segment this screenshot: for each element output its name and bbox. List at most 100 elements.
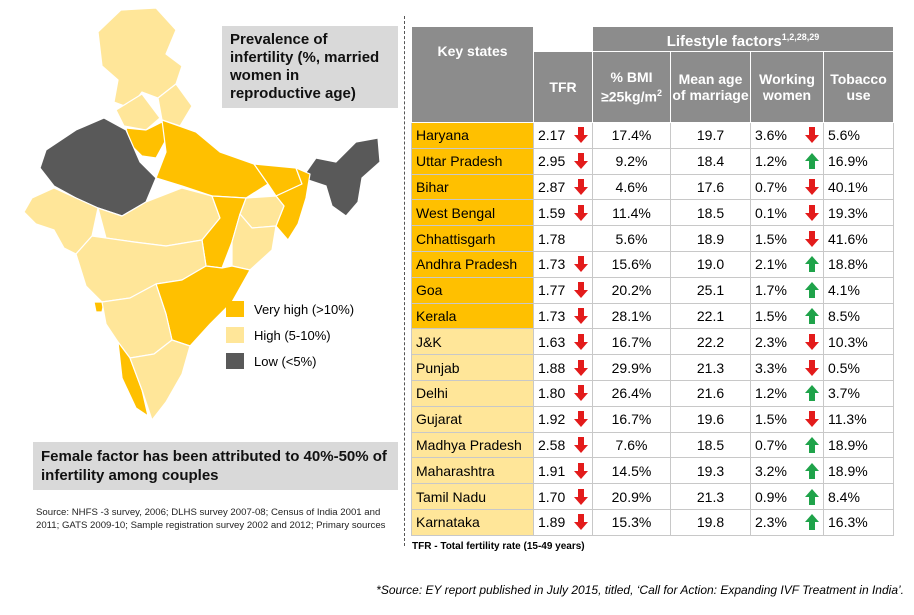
cell-state: Haryana <box>411 122 534 149</box>
cell-state: Kerala <box>411 302 534 330</box>
table-row: West Bengal 1.59 11.4% 18.5 0.1% 19.3% <box>411 199 894 227</box>
cell-tobacco: 40.1% <box>823 173 894 201</box>
tfr-value: 1.89 <box>538 514 566 531</box>
cell-mean-age: 19.3 <box>670 457 751 485</box>
working-value: 1.5% <box>755 307 787 324</box>
cell-working-women: 1.7% <box>750 276 824 304</box>
legend-item-very-high: Very high (>10%) <box>226 296 354 322</box>
arrow-down-icon <box>574 282 588 299</box>
arrow-down-icon <box>805 204 819 221</box>
cell-state: Delhi <box>411 379 534 407</box>
cell-state: Karnataka <box>411 508 534 536</box>
cell-mean-age: 18.5 <box>670 431 751 459</box>
cell-bmi: 9.2% <box>592 147 671 175</box>
table-row: Andhra Pradesh 1.73 15.6% 19.0 2.1% 18.8% <box>411 250 894 278</box>
working-value: 3.2% <box>755 462 787 479</box>
cell-tfr: 1.92 <box>533 405 593 433</box>
cell-mean-age: 17.6 <box>670 173 751 201</box>
arrow-up-icon <box>805 436 819 453</box>
tfr-value: 1.70 <box>538 488 566 505</box>
cell-working-women: 0.7% <box>750 173 824 201</box>
cell-tobacco: 10.3% <box>823 328 894 356</box>
header-key-states: Key states <box>411 26 534 123</box>
cell-state: J&K <box>411 328 534 356</box>
cell-tfr: 2.87 <box>533 173 593 201</box>
legend-label: High (5-10%) <box>254 327 331 343</box>
cell-bmi: 17.4% <box>592 122 671 149</box>
arrow-up-icon <box>805 307 819 324</box>
cell-state: Maharashtra <box>411 457 534 485</box>
cell-tfr: 2.17 <box>533 122 593 149</box>
working-value: 0.1% <box>755 204 787 221</box>
tfr-value: 1.80 <box>538 385 566 402</box>
cell-tfr: 1.73 <box>533 302 593 330</box>
cell-state: Tamil Nadu <box>411 483 534 510</box>
working-value: 1.5% <box>755 411 787 428</box>
map-region-northeast <box>301 137 381 217</box>
lifestyle-table: Key states Lifestyle factors1,2,28,29 TF… <box>411 26 894 536</box>
table-row: Haryana 2.17 17.4% 19.7 3.6% 5.6% <box>411 122 894 149</box>
header-group-refs: 1,2,28,29 <box>781 31 820 42</box>
arrow-down-icon <box>574 307 588 324</box>
cell-mean-age: 18.5 <box>670 199 751 227</box>
working-value: 0.9% <box>755 488 787 505</box>
source-text: Source: NHFS -3 survey, 2006; DLHS surve… <box>36 507 386 531</box>
cell-mean-age: 25.1 <box>670 276 751 304</box>
map-region-tamil-nadu <box>129 339 191 421</box>
arrow-up-icon <box>805 282 819 299</box>
cell-bmi: 11.4% <box>592 199 671 227</box>
cell-tobacco: 19.3% <box>823 199 894 227</box>
cell-state: Andhra Pradesh <box>411 250 534 278</box>
cell-tfr: 1.78 <box>533 225 593 252</box>
working-value: 2.1% <box>755 256 787 273</box>
cell-state: Punjab <box>411 354 534 381</box>
cell-state: Madhya Pradesh <box>411 431 534 459</box>
cell-working-women: 2.1% <box>750 250 824 278</box>
arrow-up-icon <box>805 385 819 402</box>
arrow-up-icon <box>805 462 819 479</box>
tfr-value: 1.63 <box>538 333 566 350</box>
cell-tobacco: 0.5% <box>823 354 894 381</box>
map-region-uttar-pradesh <box>155 119 269 199</box>
cell-tobacco: 41.6% <box>823 225 894 252</box>
arrow-down-icon <box>574 153 588 170</box>
arrow-down-icon <box>574 359 588 376</box>
arrow-down-icon <box>574 514 588 531</box>
table-row: Gujarat 1.92 16.7% 19.6 1.5% 11.3% <box>411 405 894 433</box>
header-tfr: TFR <box>533 51 593 123</box>
table-row: Uttar Pradesh 2.95 9.2% 18.4 1.2% 16.9% <box>411 147 894 175</box>
tfr-value: 1.59 <box>538 204 566 221</box>
cell-bmi: 20.2% <box>592 276 671 304</box>
working-value: 1.2% <box>755 153 787 170</box>
working-value: 2.3% <box>755 514 787 531</box>
cell-tfr: 2.58 <box>533 431 593 459</box>
tfr-value: 2.87 <box>538 178 566 195</box>
header-mean-age: Mean age of marriage <box>670 51 751 123</box>
cell-bmi: 14.5% <box>592 457 671 485</box>
cell-state: Uttar Pradesh <box>411 147 534 175</box>
header-working-women: Working women <box>750 51 824 123</box>
female-factor-note: Female factor has been attributed to 40%… <box>33 442 398 490</box>
cell-state: Bihar <box>411 173 534 201</box>
legend-swatch <box>226 327 244 343</box>
arrow-up-icon <box>805 153 819 170</box>
tfr-value: 1.73 <box>538 307 566 324</box>
cell-bmi: 4.6% <box>592 173 671 201</box>
header-group-label: Lifestyle factors <box>666 32 782 50</box>
working-value: 1.7% <box>755 282 787 299</box>
cell-mean-age: 22.2 <box>670 328 751 356</box>
cell-working-women: 1.5% <box>750 302 824 330</box>
tfr-note: TFR - Total fertility rate (15-49 years) <box>412 541 585 552</box>
cell-mean-age: 19.6 <box>670 405 751 433</box>
arrow-down-icon <box>805 333 819 350</box>
arrow-down-icon <box>574 385 588 402</box>
arrow-down-icon <box>574 436 588 453</box>
cell-mean-age: 21.6 <box>670 379 751 407</box>
table-row: Kerala 1.73 28.1% 22.1 1.5% 8.5% <box>411 302 894 330</box>
table-row: Delhi 1.80 26.4% 21.6 1.2% 3.7% <box>411 379 894 407</box>
cell-bmi: 15.3% <box>592 508 671 536</box>
arrow-down-icon <box>805 178 819 195</box>
cell-state: Gujarat <box>411 405 534 433</box>
table-row: Goa 1.77 20.2% 25.1 1.7% 4.1% <box>411 276 894 304</box>
map-region-west-bengal <box>275 167 311 241</box>
